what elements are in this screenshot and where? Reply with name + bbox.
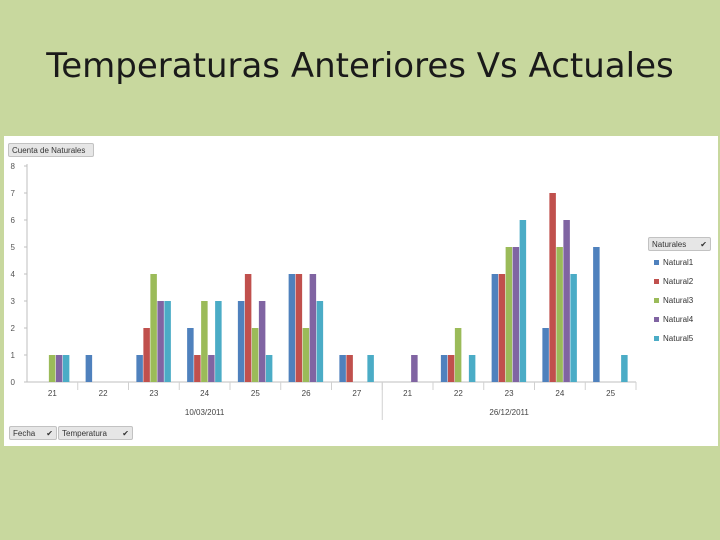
bar-natural4 bbox=[563, 220, 570, 382]
bar-natural5 bbox=[164, 301, 171, 382]
legend-field-label: Naturales bbox=[652, 240, 687, 249]
bar-natural2 bbox=[143, 328, 150, 382]
bar-natural1 bbox=[85, 355, 93, 382]
slide-title: Temperaturas Anteriores Vs Actuales bbox=[46, 46, 674, 86]
x-group-label: 10/03/2011 bbox=[185, 408, 225, 417]
legend-swatch bbox=[654, 317, 659, 323]
legend-swatch bbox=[654, 279, 659, 285]
legend-label: Natural2 bbox=[663, 277, 694, 286]
bar-natural4 bbox=[208, 355, 215, 382]
legend-item-natural3: Natural3 bbox=[654, 295, 693, 307]
x-tick-label: 22 bbox=[99, 389, 108, 398]
bar-natural1 bbox=[542, 328, 549, 382]
chart-legend: Naturales ✔ Natural1 Natural2 Natural3 Natu… bbox=[648, 237, 714, 362]
bar-natural5 bbox=[215, 301, 222, 382]
bar-natural5 bbox=[468, 355, 476, 382]
filter-icon[interactable]: ✔ bbox=[700, 240, 707, 249]
bar-natural5 bbox=[316, 301, 324, 382]
values-field-button[interactable]: Cuenta de Naturales bbox=[8, 143, 94, 157]
x-tick-label: 25 bbox=[251, 389, 260, 398]
x-tick-label: 26 bbox=[302, 389, 311, 398]
legend-swatch bbox=[654, 298, 659, 304]
bar-natural2 bbox=[549, 193, 556, 382]
bar-natural3 bbox=[201, 301, 208, 382]
y-tick-label: 3 bbox=[11, 297, 16, 306]
y-tick-label: 4 bbox=[11, 270, 16, 279]
x-tick-label: 21 bbox=[48, 389, 57, 398]
legend-item-natural1: Natural1 bbox=[654, 257, 693, 269]
x-tick-label: 24 bbox=[200, 389, 209, 398]
bar-natural1 bbox=[440, 355, 448, 382]
legend-field-button[interactable]: Naturales ✔ bbox=[648, 237, 711, 251]
bar-natural4 bbox=[55, 355, 63, 382]
pivot-chart: 0 1 2 3 4 5 6 7 8 21 22 23 24 25 26 27 21 22 23 24 25 10/03/2… bbox=[4, 136, 718, 446]
x-tick-label: 24 bbox=[555, 389, 564, 398]
bar-natural4 bbox=[157, 301, 164, 382]
bar-natural4 bbox=[512, 247, 520, 382]
bar-natural5 bbox=[621, 355, 628, 382]
bar-natural5 bbox=[367, 355, 374, 382]
bar-natural4 bbox=[411, 355, 418, 382]
bar-natural3 bbox=[251, 328, 259, 382]
y-tick-label: 1 bbox=[11, 351, 16, 360]
x-tick-label: 27 bbox=[352, 389, 361, 398]
bar-natural2 bbox=[447, 355, 455, 382]
bar-natural1 bbox=[187, 328, 194, 382]
x-tick-label: 22 bbox=[454, 389, 463, 398]
y-tick-label: 6 bbox=[11, 216, 16, 225]
filter-icon[interactable]: ✔ bbox=[46, 429, 53, 438]
legend-label: Natural5 bbox=[663, 334, 694, 343]
y-tick-label: 0 bbox=[11, 378, 16, 387]
bar-natural5 bbox=[62, 355, 70, 382]
bar-natural1 bbox=[136, 355, 143, 382]
axis-field-button-fecha[interactable]: Fecha ✔ bbox=[9, 426, 57, 440]
bar-natural3 bbox=[556, 247, 563, 382]
bar-natural3 bbox=[150, 274, 157, 382]
legend-label: Natural1 bbox=[663, 258, 694, 267]
legend-swatch bbox=[654, 260, 659, 266]
x-tick-label: 23 bbox=[149, 389, 158, 398]
bar-natural4 bbox=[309, 274, 317, 382]
x-tick-label: 23 bbox=[505, 389, 514, 398]
bar-natural1 bbox=[339, 355, 346, 382]
filter-icon[interactable]: ✔ bbox=[122, 429, 129, 438]
y-tick-label: 7 bbox=[11, 189, 16, 198]
legend-label: Natural3 bbox=[663, 296, 694, 305]
bar-natural4 bbox=[258, 301, 266, 382]
axis-field-label-fecha: Fecha bbox=[13, 429, 36, 438]
x-group-label: 26/12/2011 bbox=[489, 408, 529, 417]
legend-item-natural5: Natural5 bbox=[654, 333, 693, 345]
y-tick-label: 2 bbox=[11, 324, 16, 333]
bar-natural5 bbox=[570, 274, 577, 382]
x-tick-label: 21 bbox=[403, 389, 412, 398]
bar-natural5 bbox=[265, 355, 273, 382]
bar-natural2 bbox=[498, 274, 506, 382]
axis-field-button-temperatura[interactable]: Temperatura ✔ bbox=[58, 426, 133, 440]
bar-natural3 bbox=[454, 328, 462, 382]
values-field-label: Cuenta de Naturales bbox=[12, 146, 86, 155]
bar-natural1 bbox=[288, 274, 296, 382]
bar-natural2 bbox=[295, 274, 303, 382]
x-tick-label: 25 bbox=[606, 389, 615, 398]
bar-natural1 bbox=[491, 274, 499, 382]
legend-item-natural2: Natural2 bbox=[654, 276, 693, 288]
y-tick-label: 8 bbox=[11, 162, 16, 171]
bar-natural2 bbox=[346, 355, 353, 382]
bar-natural3 bbox=[505, 247, 513, 382]
legend-label: Natural4 bbox=[663, 315, 694, 324]
bar-natural1 bbox=[237, 301, 245, 382]
y-tick-label: 5 bbox=[11, 243, 16, 252]
bar-natural3 bbox=[302, 328, 310, 382]
legend-swatch bbox=[654, 336, 659, 342]
bar-natural5 bbox=[519, 220, 527, 382]
bar-natural2 bbox=[194, 355, 201, 382]
bar-natural3 bbox=[48, 355, 56, 382]
axis-field-label-temperatura: Temperatura bbox=[62, 429, 107, 438]
legend-item-natural4: Natural4 bbox=[654, 314, 693, 326]
bar-natural1 bbox=[593, 247, 600, 382]
bar-natural2 bbox=[244, 274, 252, 382]
